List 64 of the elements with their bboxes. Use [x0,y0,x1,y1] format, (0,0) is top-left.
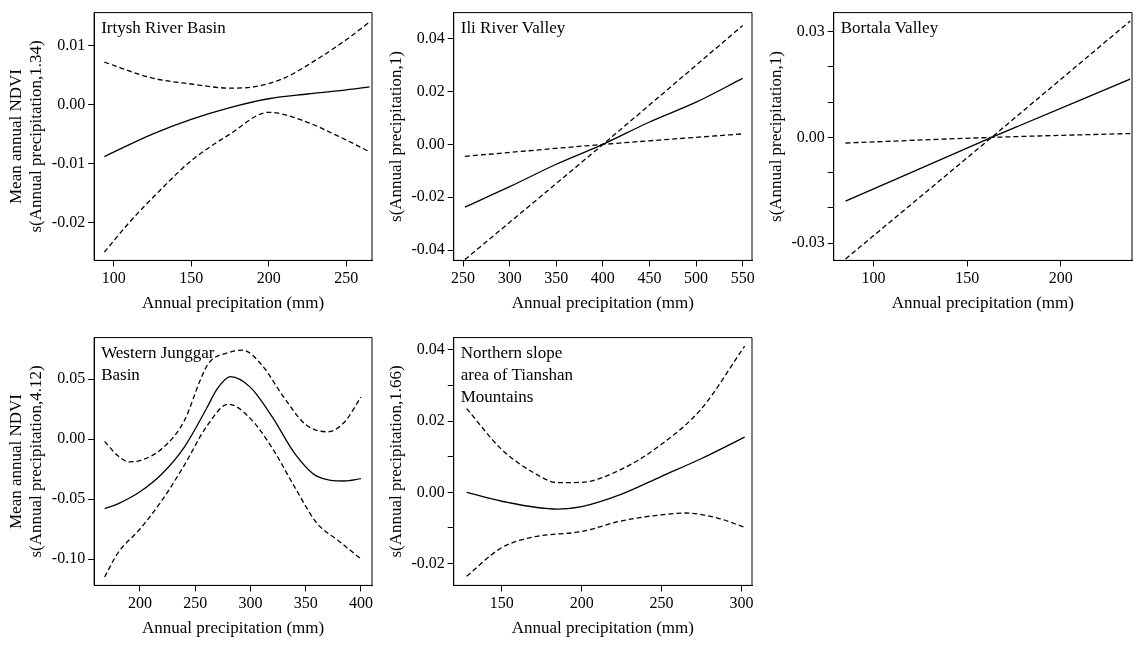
x-axis-title: Annual precipitation (mm) [891,293,1074,313]
y-tick-label: 0.04 [416,339,445,357]
y-axis-title: s(Annual precipitation,1) [765,51,785,222]
x-tick-label: 300 [497,269,522,287]
y-axis-title: s(Annual precipitation,1.66) [385,365,405,558]
x-tick-label: 150 [179,269,204,287]
y-tick-label: -0.03 [791,233,825,251]
x-tick-label: 100 [861,269,886,287]
y-tick-label: -0.04 [411,240,445,258]
y-tick-label: 0.00 [57,429,86,447]
y-axis-title: Mean annual NDVI s(Annual precipitation,4.12) [5,365,46,558]
y-tick-label: 0.02 [416,81,445,99]
x-tick-label: 350 [293,594,318,612]
y-tick-label: 0.01 [57,35,86,53]
line-series [103,111,371,253]
y-tick-label: 0.05 [57,369,86,387]
annotation: Bortala Valley [840,17,939,37]
y-tick-label: 0.00 [796,127,825,145]
x-axis-title: Annual precipitation (mm) [141,293,325,313]
line-series [103,21,371,89]
x-tick-label: 300 [238,594,263,612]
x-tick-label: 150 [955,269,980,287]
y-tick-label: -0.01 [51,153,86,171]
y-tick-label: -0.10 [51,549,86,567]
y-axis-title: s(Annual precipitation,1) [385,51,405,222]
x-tick-label: 250 [183,594,208,612]
x-axis-title: Annual precipitation (mm) [141,618,325,638]
y-tick-label: 0.00 [416,134,445,152]
annotation: Western Junggar Basin [101,342,215,384]
x-axis-title: Annual precipitation (mm) [511,293,694,313]
y-tick-label: 0.00 [416,482,445,500]
x-tick-label: 200 [127,594,152,612]
line-series [103,349,362,463]
x-tick-label: 200 [1048,269,1073,287]
x-tick-label: 100 [101,269,126,287]
y-axis-title: Mean annual NDVI s(Annual precipitation,1.34) [5,40,46,233]
x-tick-label: 400 [348,594,373,612]
annotation: Irtysh River Basin [101,17,227,37]
line-series [466,436,746,510]
x-tick-label: 250 [334,269,359,287]
x-tick-label: 150 [489,594,514,612]
x-tick-label: 500 [684,269,709,287]
x-tick-label: 250 [451,269,476,287]
y-tick-label: 0.04 [416,28,445,46]
x-tick-label: 250 [649,594,674,612]
x-tick-label: 350 [544,269,569,287]
annotation: Ili River Valley [460,17,566,37]
y-tick-label: -0.02 [411,187,445,205]
y-tick-label: 0.02 [416,411,445,429]
x-axis-title: Annual precipitation (mm) [511,618,694,638]
x-tick-label: 200 [569,594,594,612]
annotation: Northern slope area of Tianshan Mountains [460,342,574,406]
y-tick-label: -0.05 [51,489,86,507]
y-tick-label: -0.02 [411,553,445,571]
x-tick-label: 550 [730,269,755,287]
line-series [103,403,362,578]
x-tick-label: 200 [256,269,281,287]
y-tick-label: 0.03 [796,21,825,39]
y-tick-label: 0.00 [57,94,86,112]
line-series [466,512,746,577]
x-tick-label: 300 [729,594,754,612]
x-tick-label: 450 [637,269,662,287]
y-tick-label: -0.02 [51,212,86,230]
x-tick-label: 400 [590,269,615,287]
